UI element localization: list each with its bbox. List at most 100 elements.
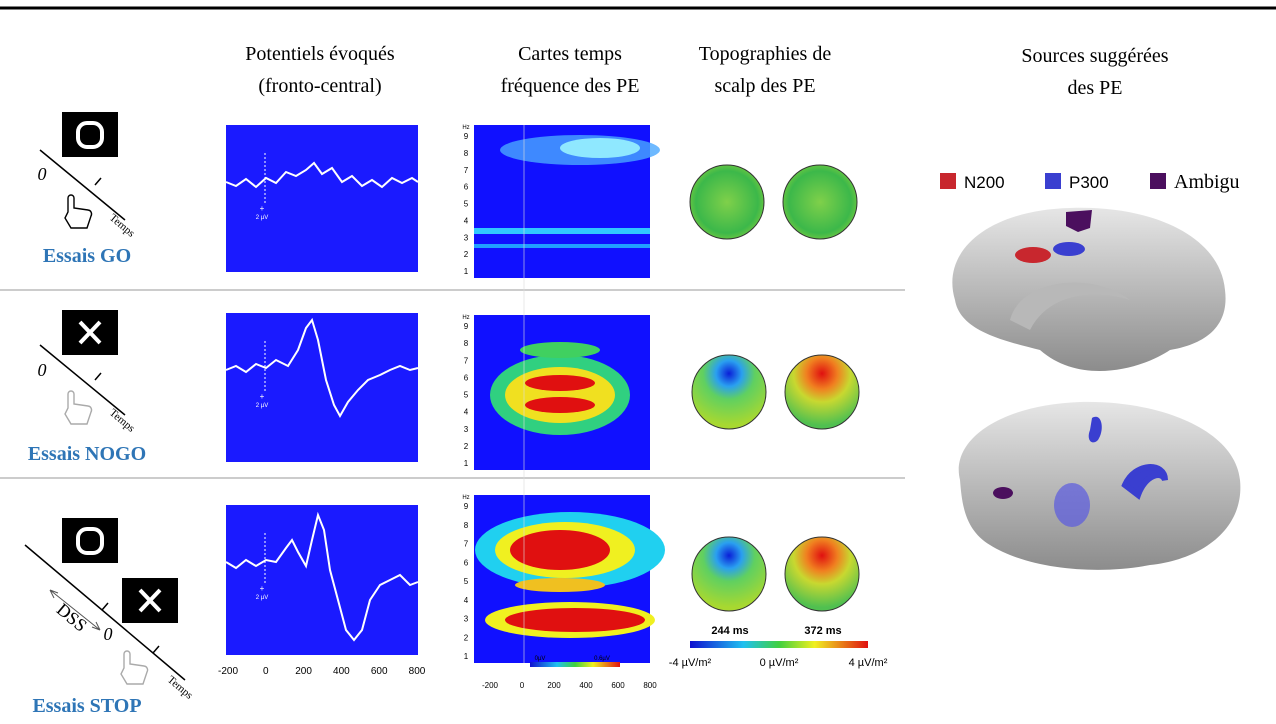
tf-y-tick: 9 bbox=[464, 132, 469, 141]
tf-x-tick: 400 bbox=[579, 681, 593, 690]
tf-y-tick: 3 bbox=[464, 233, 469, 242]
stimulus-icons bbox=[24, 112, 186, 685]
go-symbol bbox=[76, 527, 104, 555]
tf-x-tick: -200 bbox=[482, 681, 499, 690]
column-header: fréquence des PE bbox=[501, 75, 640, 97]
column-header: des PE bbox=[1068, 77, 1123, 99]
time-axis bbox=[39, 344, 126, 416]
tf-blob bbox=[520, 342, 600, 358]
tf-y-tick: 3 bbox=[464, 615, 469, 624]
nogo-symbol bbox=[78, 320, 102, 345]
source-p300 bbox=[1053, 242, 1085, 256]
hand-icon bbox=[64, 194, 93, 229]
tf-y-tick: 7 bbox=[464, 356, 469, 365]
column-header: Topographies de bbox=[699, 43, 832, 65]
onset-label: 0 bbox=[38, 164, 47, 184]
tf-blob bbox=[515, 578, 605, 592]
scale-sign: + bbox=[260, 204, 265, 213]
tf-y-tick: 7 bbox=[464, 166, 469, 175]
go-stimulus bbox=[62, 112, 118, 157]
tf-panels bbox=[474, 125, 665, 667]
hand-icon bbox=[120, 650, 149, 685]
source-n200 bbox=[1015, 247, 1051, 263]
erp-x-tick: 200 bbox=[295, 666, 312, 677]
tf-band bbox=[474, 228, 650, 234]
erp-x-tick: 800 bbox=[409, 666, 426, 677]
tf-y-tick: 8 bbox=[464, 149, 469, 158]
topo-map bbox=[784, 354, 860, 430]
dss-arrow bbox=[49, 589, 101, 631]
scale-label: 2 µV bbox=[256, 595, 268, 601]
column-header: (fronto-central) bbox=[258, 75, 381, 97]
row-label: Essais NOGO bbox=[28, 443, 146, 465]
tf-y-tick: 8 bbox=[464, 521, 469, 530]
tf-x-tick: 800 bbox=[643, 681, 657, 690]
tf-y-tick: 1 bbox=[464, 652, 469, 661]
hand-icon bbox=[64, 390, 93, 425]
column-header: scalp des PE bbox=[714, 75, 815, 97]
legend-label: N200 bbox=[964, 173, 1005, 192]
tf-y-tick: 1 bbox=[464, 267, 469, 276]
erp-panel bbox=[226, 125, 418, 272]
source-p300 bbox=[1054, 483, 1090, 527]
scale-label: 2 µV bbox=[256, 403, 268, 409]
brain-lateral bbox=[958, 401, 1241, 570]
legend-label: Ambigu bbox=[1174, 171, 1240, 193]
tf-unit: Hz bbox=[462, 125, 469, 131]
tf-y-tick: 6 bbox=[464, 183, 469, 192]
tf-x-tick: 200 bbox=[547, 681, 561, 690]
tf-unit: Hz bbox=[462, 315, 469, 321]
topo-time: 244 ms bbox=[711, 625, 748, 637]
erp-x-tick: -200 bbox=[218, 666, 238, 677]
topo-map bbox=[689, 164, 765, 240]
tf-blob bbox=[560, 138, 640, 158]
topo-map bbox=[691, 354, 767, 430]
tf-y-tick: 4 bbox=[464, 596, 469, 605]
legend-label: P300 bbox=[1069, 173, 1109, 192]
erp-panel bbox=[226, 313, 418, 462]
column-header: Cartes temps bbox=[518, 43, 622, 65]
tf-y-tick: 6 bbox=[464, 558, 469, 567]
tf-y-tick: 4 bbox=[464, 408, 469, 417]
scale-sign: + bbox=[260, 584, 265, 593]
tf-x-tick: 0 bbox=[520, 681, 525, 690]
tf-y-tick: 2 bbox=[464, 633, 469, 642]
go-symbol bbox=[76, 121, 104, 149]
time-label: Temps bbox=[165, 674, 195, 702]
topo-colorbar bbox=[690, 641, 868, 648]
scale-label: 2 µV bbox=[256, 215, 268, 221]
scale-sign: + bbox=[260, 392, 265, 401]
tf-blob bbox=[525, 397, 595, 413]
row-label: Essais GO bbox=[43, 245, 131, 267]
erp-panel bbox=[226, 505, 418, 655]
time-axis bbox=[39, 149, 126, 221]
source-ambigu bbox=[1066, 210, 1092, 232]
topo-colorbar-label: 4 µV/m² bbox=[849, 657, 888, 669]
onset-label: 0 bbox=[38, 360, 47, 380]
tf-blob bbox=[505, 608, 645, 632]
source-p300 bbox=[1121, 464, 1168, 500]
source-p300 bbox=[1088, 416, 1102, 443]
tf-blob bbox=[510, 530, 610, 570]
tf-colorbar-label: 0.6µV bbox=[594, 656, 610, 662]
topo-map bbox=[784, 536, 860, 612]
tf-y-tick: 1 bbox=[464, 459, 469, 468]
stop-symbol bbox=[138, 588, 162, 613]
legend-swatch bbox=[1150, 173, 1166, 189]
brain-corpus bbox=[1010, 282, 1130, 330]
erp-x-tick: 600 bbox=[371, 666, 388, 677]
tf-y-tick: 5 bbox=[464, 200, 469, 209]
tf-band bbox=[474, 244, 650, 248]
tf-y-tick: 2 bbox=[464, 442, 469, 451]
time-axis bbox=[24, 544, 186, 681]
row-label: Essais STOP bbox=[32, 695, 141, 717]
tf-y-tick: 4 bbox=[464, 216, 469, 225]
topo-colorbar-label: 0 µV/m² bbox=[760, 657, 799, 669]
topo-time: 372 ms bbox=[804, 625, 841, 637]
onset-label: 0 bbox=[104, 624, 113, 644]
tf-y-tick: 5 bbox=[464, 391, 469, 400]
tf-y-tick: 9 bbox=[464, 502, 469, 511]
tf-blob bbox=[525, 375, 595, 391]
tf-y-tick: 7 bbox=[464, 540, 469, 549]
topographies bbox=[689, 164, 868, 648]
